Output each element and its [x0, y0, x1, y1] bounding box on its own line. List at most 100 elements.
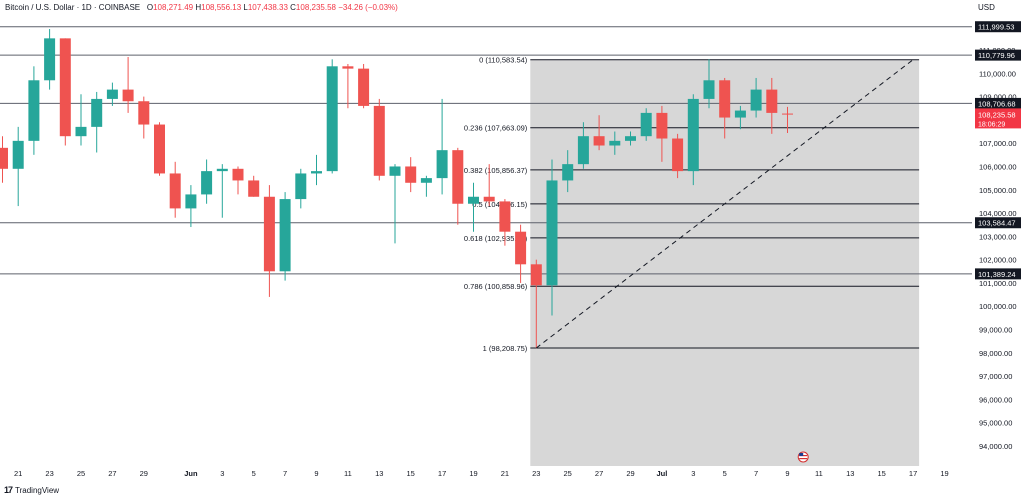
candle-body	[389, 166, 401, 176]
price-tag-label: 103,584.47	[978, 219, 1016, 228]
price-tag-bg	[975, 97, 1021, 109]
time-tick-label: 19	[940, 469, 948, 478]
time-tick-label: 21	[501, 469, 509, 478]
time-tick-label: 3	[691, 469, 695, 478]
candle-body	[373, 105, 385, 176]
price-tick-label: 107,000.00	[979, 139, 1017, 148]
candle-body	[311, 171, 322, 174]
time-axis[interactable]: 19 21 23 25 27 29 Jun 3 5 7 9 11 13 15 17 19 21 23 25 27 29 J…	[0, 469, 949, 478]
time-tick-label: 25	[564, 469, 572, 478]
candle-body	[436, 150, 448, 179]
current-price-label: 108,235.58	[978, 110, 1016, 119]
candle-body	[0, 147, 8, 169]
time-tick-label: 13	[375, 469, 383, 478]
time-tick-label: 5	[723, 469, 727, 478]
candle-body	[625, 136, 636, 141]
candle-body	[342, 66, 354, 69]
time-tick-label: Jun	[184, 469, 198, 478]
candle-body	[499, 201, 511, 232]
candle-body	[75, 126, 87, 137]
fib-trend-line	[535, 59, 914, 349]
candle-body	[577, 136, 589, 165]
candle-body	[719, 80, 731, 118]
currency-label[interactable]: USD	[978, 3, 995, 12]
candle-body	[12, 140, 24, 169]
candle-body	[248, 180, 260, 197]
price-tick-label: 109,000.00	[979, 93, 1017, 102]
time-tick-label: 9	[785, 469, 789, 478]
price-tick-label: 106,000.00	[979, 162, 1017, 171]
open-value: 108,271.49	[153, 3, 194, 12]
price-tick-label: 99,000.00	[979, 326, 1012, 335]
candle-body	[44, 38, 56, 81]
fib-level-label: 0.236 (107,663.09)	[464, 124, 528, 133]
symbol-legend: Bitcoin / U.S. Dollar · 1D · COINBASE O1…	[5, 3, 398, 12]
fib-level-label: 0.382 (105,856.37)	[464, 166, 528, 175]
time-tick-label: 15	[407, 469, 415, 478]
candle-body	[734, 110, 746, 118]
horizontal-lines	[0, 26, 972, 275]
time-tick-label: 11	[815, 469, 823, 478]
candle-body	[122, 89, 134, 102]
fib-level-label: 0.786 (100,858.96)	[464, 282, 528, 291]
time-tick-label: 21	[14, 469, 22, 478]
price-tag-bg	[975, 21, 1021, 33]
time-tick-label: Jul	[656, 469, 667, 478]
candle-body	[782, 113, 793, 115]
candle-body	[106, 89, 118, 99]
price-tick-label: 100,000.00	[979, 302, 1017, 311]
candle-body	[405, 166, 417, 183]
candles	[0, 29, 793, 349]
time-tick-label: 5	[252, 469, 256, 478]
open-label: O	[146, 3, 154, 12]
candle-body	[546, 180, 558, 286]
low-label: L	[243, 3, 248, 12]
time-tick-label: 27	[108, 469, 116, 478]
time-tick-label: 15	[878, 469, 886, 478]
time-tick-label: 17	[909, 469, 917, 478]
price-tick-label: 98,000.00	[979, 349, 1012, 358]
time-tick-label: 29	[140, 469, 148, 478]
candle-body	[279, 199, 291, 272]
time-tick-label: 17	[438, 469, 446, 478]
change-value: −34.26 (−0.03%)	[338, 3, 398, 12]
candle-body	[295, 173, 307, 200]
low-value: 107,438.33	[247, 3, 288, 12]
price-tick-label: 95,000.00	[979, 419, 1012, 428]
candle-body	[169, 173, 181, 209]
price-tick-label: 101,000.00	[979, 279, 1017, 288]
time-tick-label: 7	[283, 469, 287, 478]
high-label: H	[195, 3, 202, 12]
price-tag-label: 110,779.96	[978, 51, 1015, 60]
candle-body	[232, 168, 244, 181]
candle-body	[640, 112, 652, 137]
candle-body	[515, 231, 527, 265]
fib-levels: 0 (110,583.54) 0.236 (107,663.09) 0.382 (1…	[464, 56, 920, 353]
candle-body	[358, 68, 370, 106]
candle-body	[750, 89, 762, 111]
economic-events	[797, 451, 809, 463]
candle-body	[593, 136, 605, 146]
candle-body	[138, 101, 150, 125]
tradingview-brand[interactable]: 17 TradingView	[4, 485, 59, 495]
candle-body	[483, 196, 495, 202]
candle-body	[468, 196, 479, 204]
candle-body	[201, 171, 213, 195]
candle-body	[216, 168, 228, 172]
candle-body	[609, 140, 621, 146]
candle-body	[28, 80, 40, 141]
candle-body	[703, 80, 715, 99]
price-tick-label: 96,000.00	[979, 395, 1012, 404]
current-price-bg	[975, 108, 1021, 129]
brand-name: TradingView	[15, 485, 60, 495]
candle-body	[154, 124, 165, 174]
candle-body	[91, 98, 103, 127]
price-axis[interactable]: 111,000.00110,000.00109,000.00108,000.00…	[975, 21, 1021, 451]
time-tick-label: 23	[45, 469, 53, 478]
candle-body	[562, 164, 574, 181]
symbol-title: Bitcoin / U.S. Dollar · 1D · COINBASE	[5, 3, 141, 12]
candle-body	[766, 89, 778, 113]
time-tick-label: 19	[469, 469, 477, 478]
price-tick-label: 102,000.00	[979, 256, 1017, 265]
